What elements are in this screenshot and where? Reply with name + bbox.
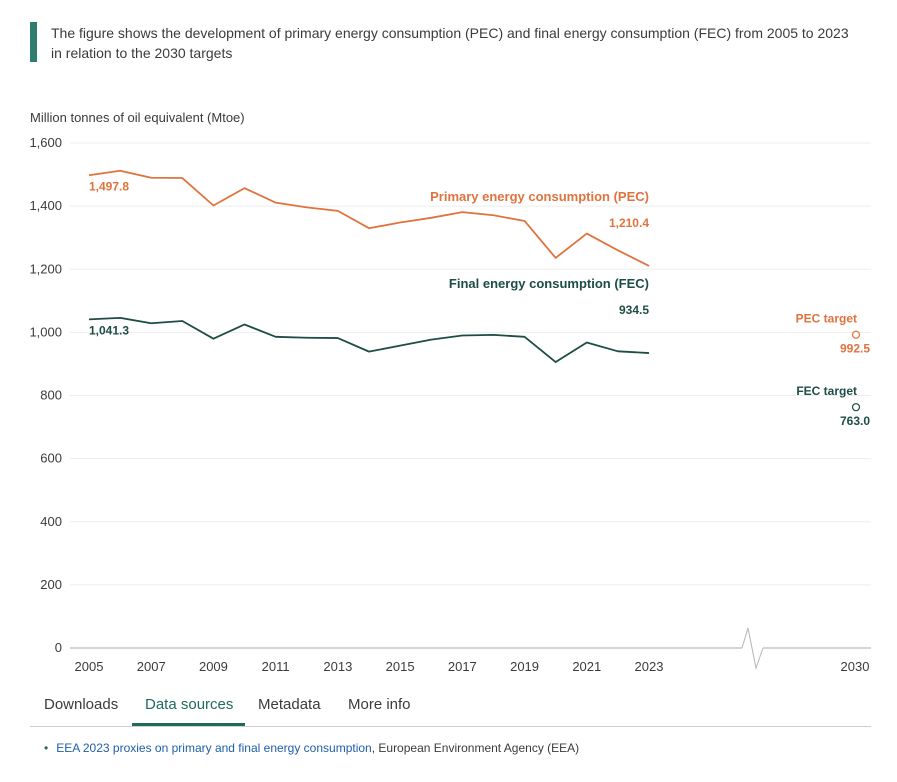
list-bullet: • xyxy=(44,741,49,755)
series-first-value-label: 1,041.3 xyxy=(89,323,129,337)
caption-text: The figure shows the development of prim… xyxy=(51,25,849,61)
y-tick-label: 400 xyxy=(40,514,62,529)
series-last-value-label: 1,210.4 xyxy=(609,216,649,230)
tab-metadata[interactable]: Metadata xyxy=(258,696,321,713)
y-tick-label: 1,600 xyxy=(29,135,62,150)
x-tick-label: 2009 xyxy=(199,659,228,674)
y-tick-label: 1,000 xyxy=(29,324,62,339)
y-tick-label: 1,200 xyxy=(29,261,62,276)
target-value-label: 763.0 xyxy=(840,414,870,428)
target-marker xyxy=(851,330,861,339)
data-source-item: • EEA 2023 proxies on primary and final e… xyxy=(44,741,579,755)
figure-caption: The figure shows the development of prim… xyxy=(30,22,860,62)
y-tick-label: 800 xyxy=(40,388,62,403)
tab-downloads[interactable]: Downloads xyxy=(44,696,119,713)
x-tick-label: 2019 xyxy=(510,659,539,674)
x-tick-label: 2011 xyxy=(262,659,290,674)
y-tick-label: 600 xyxy=(40,451,62,466)
x-tick-label: 2017 xyxy=(448,659,477,674)
x-tick-label: 2013 xyxy=(323,659,352,674)
series-name-label: Final energy consumption (FEC) xyxy=(449,276,649,291)
source-link[interactable]: EEA 2023 proxies on primary and final en… xyxy=(56,741,372,755)
x-tick-label: 2030 xyxy=(841,659,870,674)
source-suffix: , European Environment Agency (EEA) xyxy=(371,741,580,755)
tab-more-info[interactable]: More info xyxy=(348,696,411,713)
tab-bar: Downloads Data sources Metadata More inf… xyxy=(30,688,871,727)
series-last-value-label: 934.5 xyxy=(619,303,649,317)
y-tick-label: 0 xyxy=(55,640,62,655)
target-marker xyxy=(851,403,861,412)
active-tab-indicator xyxy=(132,723,245,726)
axis-break-mark xyxy=(741,627,764,670)
pec-line xyxy=(88,169,650,267)
x-tick-label: 2007 xyxy=(137,659,166,674)
x-tick-label: 2005 xyxy=(75,659,104,674)
target-name-label: PEC target xyxy=(796,312,857,326)
target-name-label: FEC target xyxy=(796,384,857,398)
x-tick-label: 2021 xyxy=(572,659,601,674)
fec-line xyxy=(88,316,650,363)
y-tick-label: 1,400 xyxy=(29,198,62,213)
target-value-label: 992.5 xyxy=(840,342,870,356)
energy-consumption-chart: Million tonnes of oil equivalent (Mtoe) 0… xyxy=(29,110,871,674)
y-axis-label: Million tonnes of oil equivalent (Mtoe) xyxy=(30,110,245,125)
tab-data-sources[interactable]: Data sources xyxy=(145,696,234,713)
caption-accent-bar xyxy=(30,22,37,62)
y-tick-label: 200 xyxy=(40,577,62,592)
series-name-label: Primary energy consumption (PEC) xyxy=(430,189,649,204)
series-first-value-label: 1,497.8 xyxy=(89,179,129,193)
x-tick-label: 2015 xyxy=(386,659,415,674)
x-tick-label: 2023 xyxy=(635,659,664,674)
